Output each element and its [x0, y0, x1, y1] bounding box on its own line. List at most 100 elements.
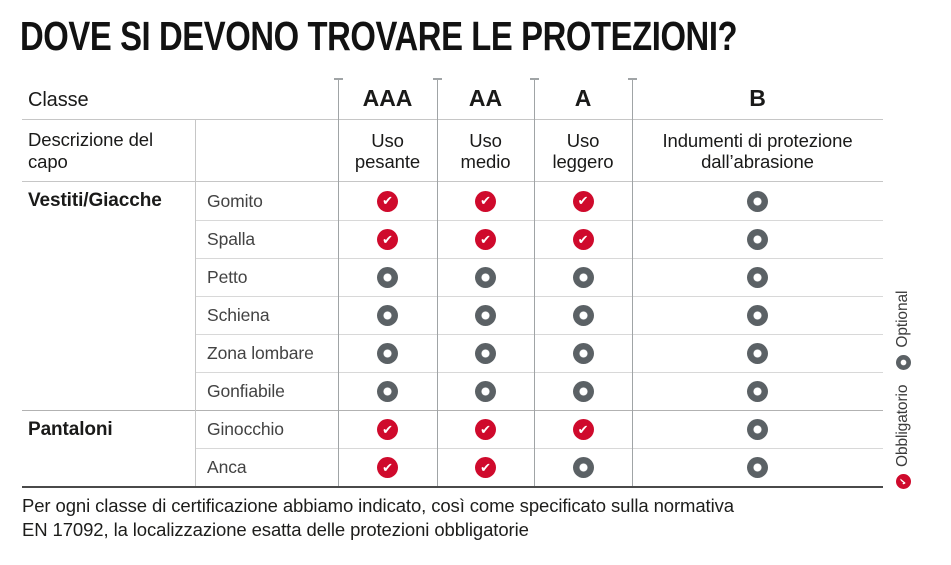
- part-label-cell: Anca: [195, 448, 338, 486]
- status-icon: [475, 381, 496, 402]
- column-divider-line: [530, 78, 539, 486]
- part-label: Gonfiabile: [207, 381, 285, 401]
- part-label-cell: Zona lombare: [195, 334, 338, 372]
- status-cell: [534, 296, 632, 334]
- column-divider-line: [433, 78, 442, 486]
- status-icon: [475, 419, 496, 440]
- group-label: Vestiti/Giacche: [28, 190, 162, 211]
- class-code-label: AAA: [362, 85, 413, 111]
- part-label: Anca: [207, 457, 247, 477]
- footnote-line-1: Per ogni classe di certificazione abbiam…: [22, 495, 734, 516]
- part-label: Gomito: [207, 190, 263, 211]
- part-label-cell: Gonfiabile: [195, 372, 338, 410]
- status-icon: [747, 419, 768, 440]
- status-icon: [475, 267, 496, 288]
- column-divider-line: [334, 78, 343, 486]
- part-label-cell: Schiena: [195, 296, 338, 334]
- status-icon: [475, 305, 496, 326]
- part-label: Petto: [207, 267, 248, 287]
- column-divider-line: [628, 78, 637, 486]
- status-cell: [632, 258, 883, 296]
- status-icon: [572, 305, 594, 326]
- group-label-cell: [22, 220, 195, 258]
- status-icon: [377, 381, 398, 402]
- status-icon: [747, 305, 768, 326]
- subcolumn-divider-line: [195, 120, 196, 486]
- status-icon: [377, 419, 398, 440]
- table-row: Pantaloni Ginocchio: [22, 410, 883, 448]
- class-code-header: B: [632, 78, 883, 119]
- status-cell: [534, 411, 632, 448]
- status-icon: [747, 267, 768, 288]
- status-cell: [632, 372, 883, 410]
- status-icon: [377, 343, 398, 364]
- status-cell: [437, 372, 534, 410]
- status-icon: [747, 229, 768, 250]
- part-label-cell: Petto: [195, 258, 338, 296]
- class-desc-label: Uso leggero: [552, 129, 614, 172]
- protection-table: Classe AAA AA A B Descrizione del capo: [22, 78, 883, 488]
- status-icon: [747, 457, 768, 478]
- footnote-line-2: EN 17092, la localizzazione esatta delle…: [22, 519, 529, 540]
- table-row: Schiena: [22, 296, 883, 334]
- class-code-label: AA: [468, 85, 503, 111]
- status-cell: [534, 334, 632, 372]
- part-label-cell: Gomito: [195, 182, 338, 220]
- legend-mandatory-label: Obbligatorio: [894, 384, 911, 467]
- status-icon: [377, 190, 398, 212]
- status-icon: [377, 457, 398, 478]
- table-row: Petto: [22, 258, 883, 296]
- description-header-row: Descrizione del capo Uso pesante Uso med…: [22, 120, 883, 182]
- corner-header-label: Classe: [28, 89, 89, 111]
- status-cell: [632, 296, 883, 334]
- class-code-header: AAA: [338, 78, 437, 119]
- status-cell: [534, 220, 632, 258]
- table-row: Zona lombare: [22, 334, 883, 372]
- status-icon: [475, 229, 496, 250]
- part-label: Spalla: [207, 229, 256, 249]
- class-desc-label: Indumenti di protezione dall’abrasione: [662, 129, 853, 172]
- table-row: Vestiti/Giacche Gomito: [22, 182, 883, 220]
- empty-cell: [195, 120, 338, 181]
- part-label: Zona lombare: [207, 343, 314, 363]
- class-code-label: B: [749, 85, 766, 111]
- status-cell: [632, 182, 883, 220]
- group-label: Pantaloni: [28, 418, 113, 440]
- class-desc-header: Indumenti di protezione dall’abrasione: [632, 120, 883, 181]
- legend: Obbligatorio Optional: [894, 291, 912, 489]
- status-icon: [572, 229, 594, 250]
- part-label: Ginocchio: [207, 419, 284, 439]
- status-icon: [572, 457, 594, 478]
- status-cell: [632, 334, 883, 372]
- status-icon: [377, 267, 398, 288]
- footnote: Per ogni classe di certificazione abbiam…: [22, 494, 734, 542]
- status-cell: [534, 258, 632, 296]
- group-label-cell: [22, 258, 195, 296]
- group-label-cell: Vestiti/Giacche: [22, 182, 195, 220]
- class-desc-header: Uso medio: [437, 120, 534, 181]
- class-desc-label: Uso medio: [460, 129, 511, 172]
- status-cell: [437, 334, 534, 372]
- status-icon: [572, 419, 594, 440]
- row-header-cell: Descrizione del capo: [22, 120, 195, 181]
- status-icon: [572, 343, 594, 364]
- status-icon: [475, 343, 496, 364]
- status-icon: [747, 381, 768, 402]
- status-cell: [437, 220, 534, 258]
- status-cell: [437, 296, 534, 334]
- status-cell: [338, 258, 437, 296]
- group-label-cell: [22, 296, 195, 334]
- part-label: Schiena: [207, 305, 270, 325]
- class-desc-header: Uso leggero: [534, 120, 632, 181]
- status-cell: [338, 448, 437, 486]
- status-cell: [338, 220, 437, 258]
- group-label-cell: [22, 448, 195, 486]
- status-cell: [632, 448, 883, 486]
- status-icon: [747, 190, 768, 212]
- corner-header-cell: Classe: [22, 78, 195, 119]
- status-cell: [632, 411, 883, 448]
- class-header-row: Classe AAA AA A B: [22, 78, 883, 120]
- table-row: Spalla: [22, 220, 883, 258]
- table-row: Gonfiabile: [22, 372, 883, 410]
